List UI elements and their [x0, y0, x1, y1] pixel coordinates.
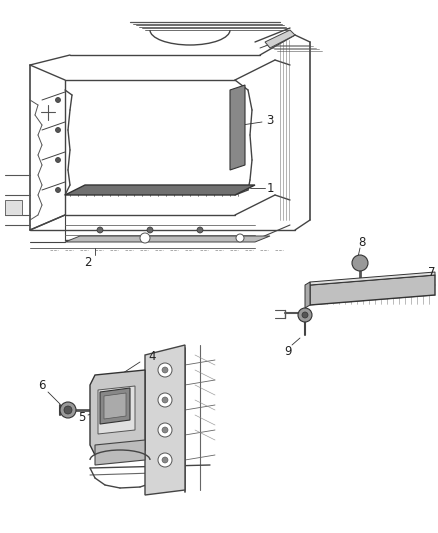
Circle shape [236, 234, 244, 242]
Circle shape [55, 157, 60, 163]
Text: 8: 8 [357, 237, 365, 249]
Circle shape [162, 427, 168, 433]
Circle shape [158, 363, 172, 377]
Text: 9: 9 [283, 345, 291, 359]
Polygon shape [230, 85, 244, 170]
Polygon shape [98, 386, 135, 434]
Circle shape [162, 397, 168, 403]
Circle shape [55, 188, 60, 192]
Polygon shape [65, 236, 269, 242]
Circle shape [162, 367, 168, 373]
Polygon shape [95, 440, 145, 465]
Circle shape [301, 312, 307, 318]
Polygon shape [309, 275, 434, 305]
Polygon shape [5, 200, 22, 215]
Circle shape [158, 423, 172, 437]
Circle shape [297, 308, 311, 322]
Circle shape [147, 227, 153, 233]
Polygon shape [309, 272, 434, 285]
Text: 5: 5 [78, 411, 85, 424]
Polygon shape [304, 282, 309, 308]
Polygon shape [145, 345, 184, 495]
Circle shape [158, 453, 172, 467]
Circle shape [55, 98, 60, 102]
Polygon shape [100, 388, 130, 424]
Polygon shape [65, 185, 254, 195]
Text: 6: 6 [38, 379, 46, 392]
Circle shape [140, 233, 150, 243]
Text: 2: 2 [84, 255, 92, 269]
Polygon shape [104, 393, 126, 419]
Polygon shape [90, 370, 145, 455]
Circle shape [162, 457, 168, 463]
Circle shape [351, 255, 367, 271]
Circle shape [97, 227, 103, 233]
Circle shape [158, 393, 172, 407]
Text: 7: 7 [427, 265, 435, 279]
Circle shape [55, 127, 60, 133]
Text: 4: 4 [148, 351, 155, 364]
Circle shape [197, 227, 202, 233]
Circle shape [64, 406, 72, 414]
Text: 3: 3 [266, 114, 273, 126]
Text: 1: 1 [265, 182, 273, 195]
Circle shape [60, 402, 76, 418]
Polygon shape [265, 30, 294, 48]
